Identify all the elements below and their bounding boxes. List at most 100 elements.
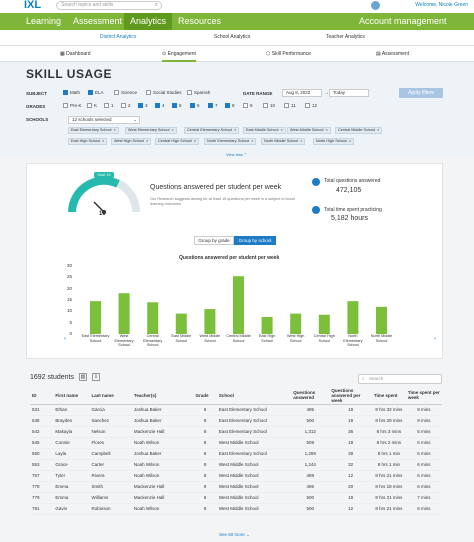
subject-checkbox[interactable]: ELA bbox=[88, 90, 104, 96]
table-row[interactable]: 531 Ethan Garcia Joshua Baker 8 East Elementa… bbox=[30, 404, 442, 416]
bar[interactable] bbox=[318, 314, 330, 334]
school-chip[interactable]: East Middle School × bbox=[243, 127, 286, 134]
column-header[interactable]: Grade bbox=[193, 387, 217, 405]
close-icon[interactable]: × bbox=[234, 128, 237, 132]
close-icon[interactable]: × bbox=[280, 128, 283, 132]
table-row[interactable]: 550 Layla Campbell Joshua Baker 8 East Elemen… bbox=[30, 448, 442, 460]
bar[interactable] bbox=[261, 317, 273, 334]
close-icon[interactable]: × bbox=[102, 139, 105, 143]
nav-assessment[interactable]: Assessment bbox=[73, 16, 123, 26]
tab-dashboard[interactable]: ▦ Dashboard bbox=[60, 51, 91, 57]
school-chip[interactable]: Central Middle School × bbox=[335, 127, 383, 134]
chevron-right-icon[interactable]: › bbox=[434, 336, 436, 342]
table-row[interactable]: 553 Grace Carter Noah Wilson 8 West Middle Sc… bbox=[30, 459, 442, 471]
schools-select[interactable]: 12 schools selected ⌄ bbox=[68, 116, 140, 124]
table-row[interactable]: 538 Brayden Sanchez Joshua Baker 8 East Eleme… bbox=[30, 415, 442, 427]
table-row[interactable]: 779 Emma Williams Mackenzie Hall 8 West Middl… bbox=[30, 492, 442, 504]
column-header[interactable]: Teacher(s) bbox=[131, 387, 194, 405]
subnav-school[interactable]: School Analytics bbox=[214, 34, 251, 40]
grade-checkbox[interactable]: 2 bbox=[121, 103, 131, 109]
subnav-district[interactable]: District Analytics bbox=[100, 34, 137, 40]
bar[interactable] bbox=[90, 301, 101, 334]
close-icon[interactable]: × bbox=[193, 139, 196, 143]
close-icon[interactable]: × bbox=[325, 128, 328, 132]
close-icon[interactable]: × bbox=[300, 139, 303, 143]
ixl-logo[interactable]: IXL bbox=[24, 0, 42, 11]
close-icon[interactable]: × bbox=[171, 128, 174, 132]
columns-icon[interactable]: ▥ bbox=[79, 373, 87, 381]
nav-learning[interactable]: Learning bbox=[26, 16, 62, 26]
subject-checkbox[interactable]: Math bbox=[63, 90, 80, 96]
close-icon[interactable]: × bbox=[251, 139, 254, 143]
close-icon[interactable]: × bbox=[348, 139, 352, 143]
school-chip[interactable]: East Elementary School × bbox=[68, 127, 119, 134]
grade-checkbox[interactable]: 8 bbox=[225, 103, 235, 109]
subject-checkbox[interactable]: Social Studies bbox=[146, 90, 182, 96]
bar[interactable] bbox=[290, 313, 302, 334]
see-more-link[interactable]: See 50 more ⌄ bbox=[219, 532, 250, 537]
bar[interactable] bbox=[204, 309, 216, 334]
bar[interactable] bbox=[376, 306, 387, 334]
table-row[interactable]: 757 Tyler Rivera Noah Wilson 8 West Middle Sc… bbox=[30, 470, 442, 482]
table-search-input[interactable]: ⌕ Search bbox=[358, 374, 442, 384]
nav-analytics[interactable]: Analytics bbox=[124, 13, 173, 30]
column-header[interactable]: Time spent per week bbox=[405, 387, 442, 405]
grade-checkbox[interactable]: Pre-K bbox=[63, 103, 82, 109]
grade-checkbox[interactable]: 12 bbox=[305, 103, 317, 109]
bar[interactable] bbox=[175, 313, 187, 334]
school-chip[interactable]: East High School × bbox=[68, 138, 108, 145]
bar[interactable] bbox=[118, 293, 130, 334]
bar[interactable] bbox=[233, 276, 244, 334]
school-chip[interactable]: West Middle School × bbox=[287, 127, 331, 134]
column-header[interactable]: First name bbox=[53, 387, 90, 405]
school-chip[interactable]: West Elementary School × bbox=[125, 127, 177, 134]
close-icon[interactable]: × bbox=[377, 128, 380, 132]
site-search-input[interactable]: Search topics and skills ⌕ bbox=[56, 1, 162, 10]
close-icon[interactable]: × bbox=[113, 128, 116, 132]
subnav-teacher[interactable]: Teacher Analytics bbox=[326, 34, 365, 40]
school-chip[interactable]: Central High School × bbox=[155, 138, 199, 145]
group-by-grade-toggle[interactable]: Group by grade bbox=[194, 236, 234, 245]
grade-checkbox[interactable]: 11 bbox=[284, 103, 296, 109]
welcome-text[interactable]: Welcome, Nicole Green bbox=[415, 2, 468, 8]
grade-checkbox[interactable]: K bbox=[87, 103, 97, 109]
tab-assessment[interactable]: ▤ Assessment bbox=[376, 51, 410, 57]
grade-checkbox[interactable]: 5 bbox=[172, 103, 182, 109]
school-chip[interactable]: North Middle School × bbox=[261, 138, 306, 145]
column-header[interactable]: Time spent bbox=[371, 387, 406, 405]
apply-filters-button[interactable]: Apply filters bbox=[399, 88, 443, 98]
chevron-left-icon[interactable]: ‹ bbox=[64, 336, 66, 342]
tab-engagement[interactable]: ⊙ Engagement bbox=[162, 51, 196, 62]
school-chip[interactable]: North High School × bbox=[313, 138, 355, 145]
nav-resources[interactable]: Resources bbox=[178, 16, 222, 26]
grade-checkbox[interactable]: 4 bbox=[155, 103, 165, 109]
grade-checkbox[interactable]: 6 bbox=[190, 103, 200, 109]
school-chip[interactable]: West High School × bbox=[111, 138, 152, 145]
close-icon[interactable]: × bbox=[146, 139, 149, 143]
date-to-input[interactable]: Today bbox=[329, 89, 369, 97]
table-row[interactable]: 778 Emma Smith Mackenzie Hall 8 West Middle S… bbox=[30, 481, 442, 493]
column-header[interactable]: Questions answered per week bbox=[329, 387, 372, 405]
grade-checkbox[interactable]: 1 bbox=[104, 103, 114, 109]
export-icon[interactable]: ⇩ bbox=[92, 373, 100, 381]
school-chip[interactable]: Central Elementary School × bbox=[184, 127, 240, 134]
avatar[interactable] bbox=[371, 1, 380, 10]
tab-skill-performance[interactable]: ⬡ Skill Performance bbox=[266, 51, 311, 57]
table-row[interactable]: 542 Makayla Nelson Mackenzie Hall 8 East Elem… bbox=[30, 426, 442, 438]
column-header[interactable]: School bbox=[216, 387, 292, 405]
grade-checkbox[interactable]: 10 bbox=[263, 103, 275, 109]
group-by-school-toggle[interactable]: Group by school bbox=[234, 236, 276, 245]
bar[interactable] bbox=[347, 301, 359, 334]
school-chip[interactable]: North Elementary School × bbox=[204, 138, 257, 145]
subject-checkbox[interactable]: Science bbox=[114, 90, 137, 96]
bar[interactable] bbox=[147, 302, 159, 334]
date-from-input[interactable]: Aug 8, 2022 bbox=[282, 89, 322, 97]
grade-checkbox[interactable]: 9 bbox=[243, 103, 253, 109]
column-header[interactable]: Last name bbox=[89, 387, 132, 405]
table-row[interactable]: 545 Connie Flores Noah Wilson 8 West Middle S… bbox=[30, 437, 442, 449]
grade-checkbox[interactable]: 7 bbox=[208, 103, 218, 109]
column-header[interactable]: Questions answered bbox=[291, 387, 330, 405]
view-less-link[interactable]: View less ⌃ bbox=[226, 152, 248, 157]
grade-checkbox[interactable]: 3 bbox=[138, 103, 148, 109]
table-row[interactable]: 791 Gavin Robinson Noah Wilson 8 West Middle … bbox=[30, 503, 442, 515]
